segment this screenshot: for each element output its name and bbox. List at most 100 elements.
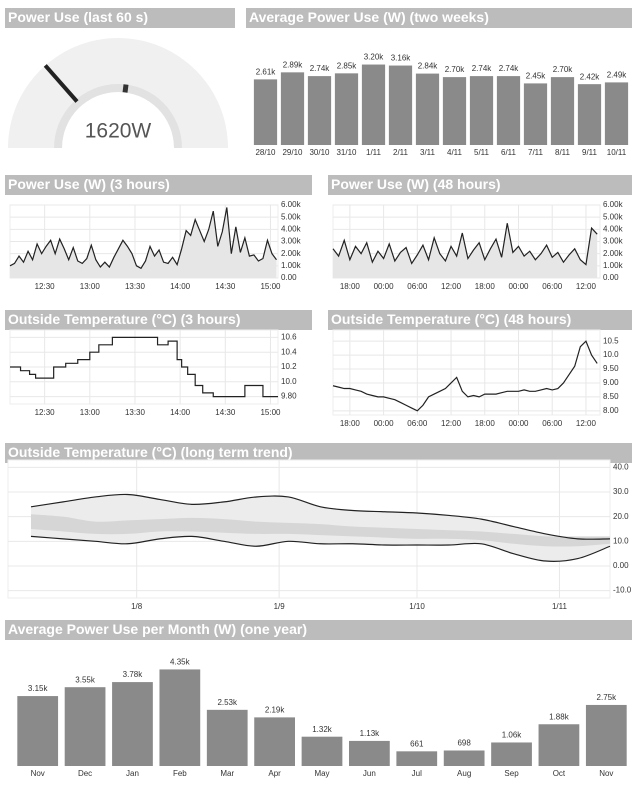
panel-title: Outside Temperature (°C) (48 hours) — [331, 311, 571, 327]
line — [332, 340, 598, 412]
bar — [388, 65, 413, 145]
y-tick-label: 8.50 — [603, 392, 619, 401]
x-tick-label: Aug — [457, 769, 471, 778]
x-tick-label: 14:30 — [215, 282, 236, 291]
y-tick-label: 10.2 — [281, 362, 297, 371]
x-tick-label: 12:00 — [441, 282, 462, 291]
x-tick-label: Jul — [412, 769, 422, 778]
y-tick-label: 10.0 — [281, 377, 297, 386]
value-label: 3.55k — [75, 675, 96, 684]
x-tick-label: 15:00 — [260, 282, 281, 291]
panel-header — [5, 620, 632, 640]
x-tick-label: Nov — [599, 769, 613, 778]
x-tick-label: 1/8 — [131, 602, 143, 611]
x-tick-label: 1/11 — [366, 148, 382, 157]
value-label: 661 — [410, 739, 424, 748]
y-tick-label: 9.50 — [603, 364, 619, 373]
bar — [491, 742, 532, 766]
x-tick-label: 30/10 — [309, 148, 330, 157]
value-label: 2.45k — [526, 72, 547, 81]
value-label: 4.35k — [170, 658, 191, 667]
x-tick-label: 7/11 — [528, 148, 544, 157]
y-tick-label: 0.00 — [603, 273, 619, 282]
x-tick-label: Apr — [268, 769, 281, 778]
x-tick-label: 18:00 — [475, 419, 496, 428]
x-tick-label: 18:00 — [340, 419, 361, 428]
y-tick-label: 3.00k — [603, 237, 624, 246]
y-tick-label: 9.80 — [281, 392, 297, 401]
y-tick-label: 40.0 — [613, 463, 629, 472]
panel-header — [5, 8, 235, 28]
x-tick-label: 06:00 — [407, 282, 428, 291]
bar — [17, 696, 59, 766]
value-label: 2.84k — [418, 62, 439, 71]
bar — [550, 77, 575, 145]
y-tick-label: 1.00k — [281, 261, 302, 270]
y-tick-label: 10.6 — [281, 333, 297, 342]
panel-title: Power Use (last 60 s) — [8, 9, 148, 25]
bar — [469, 76, 494, 145]
value-label: 1.88k — [549, 712, 570, 721]
x-tick-label: 8/11 — [555, 148, 571, 157]
x-tick-label: Mar — [220, 769, 234, 778]
x-tick-label: 14:30 — [215, 408, 236, 417]
y-tick-label: 8.00 — [603, 406, 619, 415]
y-tick-label: 10.0 — [603, 350, 619, 359]
area-fill — [333, 223, 598, 278]
bar — [396, 751, 438, 766]
value-label: 2.75k — [597, 693, 618, 702]
value-label: 2.19k — [265, 705, 286, 714]
value-label: 2.53k — [217, 698, 238, 707]
value-label: 1.32k — [312, 725, 333, 734]
x-tick-label: 13:30 — [125, 408, 146, 417]
panel-title: Power Use (W) (3 hours) — [8, 176, 170, 192]
line — [10, 336, 278, 398]
bar — [443, 750, 485, 766]
bar — [253, 79, 278, 145]
x-tick-label: 28/10 — [255, 148, 276, 157]
y-tick-label: 2.00k — [281, 249, 302, 258]
bar — [538, 724, 580, 766]
x-tick-label: 15:00 — [260, 408, 281, 417]
x-tick-label: 13:00 — [80, 408, 101, 417]
value-label: 1.13k — [360, 729, 381, 738]
x-tick-label: 18:00 — [475, 282, 496, 291]
value-label: 2.61k — [256, 67, 277, 76]
x-tick-label: 06:00 — [407, 419, 428, 428]
bar — [585, 704, 627, 766]
y-tick-label: 2.00k — [603, 249, 624, 258]
panel-title: Power Use (W) (48 hours) — [331, 176, 501, 192]
panel-title: Average Power Use per Month (W) (one yea… — [8, 621, 307, 637]
x-tick-label: 29/10 — [282, 148, 303, 157]
x-tick-label: 12:30 — [35, 408, 56, 417]
x-tick-label: 1/10 — [409, 602, 425, 611]
value-label: 2.70k — [445, 65, 466, 74]
gauge-peak — [122, 84, 129, 93]
x-tick-label: 9/11 — [582, 148, 598, 157]
value-label: 2.74k — [472, 64, 493, 73]
x-tick-label: 3/11 — [420, 148, 436, 157]
value-label: 2.89k — [283, 60, 304, 69]
bar — [301, 736, 343, 766]
panel-header — [246, 8, 632, 28]
y-tick-label: 6.00k — [281, 200, 302, 209]
x-tick-label: Jun — [363, 769, 376, 778]
y-tick-label: 10.4 — [281, 347, 297, 356]
panel-header — [5, 310, 312, 330]
y-tick-label: 20.0 — [613, 512, 629, 521]
x-tick-label: Feb — [173, 769, 187, 778]
line — [9, 207, 277, 270]
x-tick-label: 00:00 — [374, 282, 395, 291]
y-tick-label: 30.0 — [613, 487, 629, 496]
value-label: 2.42k — [580, 72, 601, 81]
band-area — [30, 514, 610, 547]
bar — [64, 687, 106, 766]
bar — [523, 83, 548, 145]
panel-header — [5, 443, 632, 463]
x-tick-label: Dec — [78, 769, 92, 778]
bar — [112, 682, 153, 766]
x-tick-label: 2/11 — [393, 148, 409, 157]
panel-title: Outside Temperature (°C) (long term tren… — [8, 444, 293, 460]
value-label: 1.06k — [502, 731, 523, 740]
